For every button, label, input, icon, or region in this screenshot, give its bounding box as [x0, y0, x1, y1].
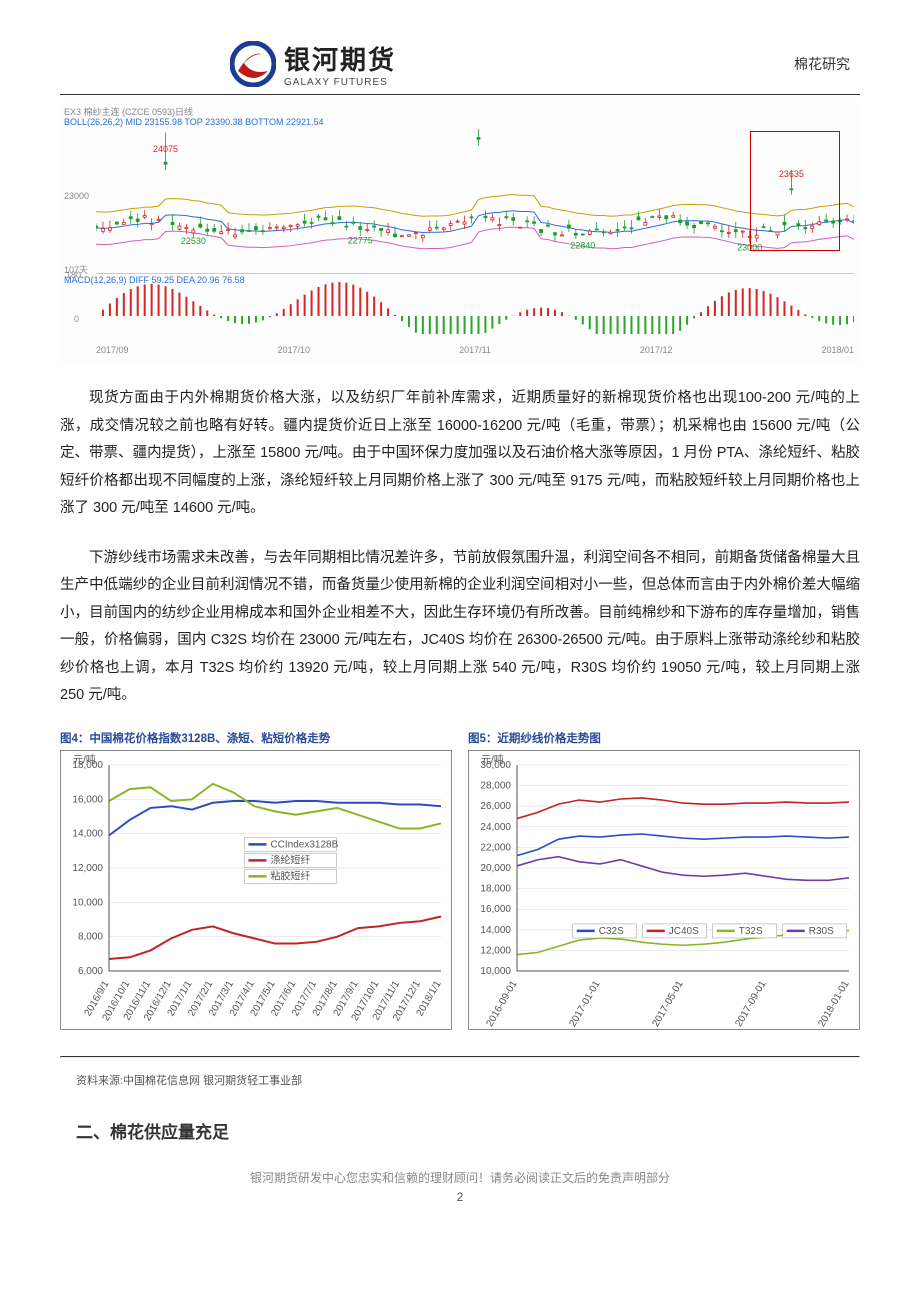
svg-text:2018-01-01: 2018-01-01 — [816, 979, 851, 1029]
svg-text:12,000: 12,000 — [480, 945, 511, 956]
logo-text-cn: 银河期货 — [284, 40, 396, 77]
svg-text:22775: 22775 — [348, 236, 373, 246]
highlight-box — [750, 131, 840, 251]
logo-block: 银河期货 GALAXY FUTURES — [230, 40, 396, 88]
figure-4: 图4：中国棉花价格指数3128B、涤短、粘短价格走势 元/吨6,0008,000… — [60, 730, 452, 1030]
paragraph-1: 现货方面由于内外棉期货价格大涨，以及纺织厂年前补库需求，近期质量好的新棉现货价格… — [60, 385, 860, 523]
x-tick: 2018/01 — [821, 345, 854, 355]
source-text: 资料来源:中国棉花信息网 银河期货轻工事业部 — [76, 1072, 860, 1088]
svg-text:16,000: 16,000 — [480, 904, 511, 915]
svg-text:16,000: 16,000 — [72, 794, 103, 805]
svg-text:2017-01-01: 2017-01-01 — [567, 979, 602, 1029]
svg-text:涤纶短纤: 涤纶短纤 — [270, 853, 310, 866]
page-root: 银河期货 GALAXY FUTURES 棉花研究 EX3 棉纱主连 (CZCE … — [0, 0, 920, 1234]
svg-text:JC40S: JC40S — [669, 926, 699, 937]
svg-text:10,000: 10,000 — [480, 966, 511, 977]
macd-y-180: 180 — [66, 270, 81, 280]
macd-y-0: 0 — [74, 314, 79, 324]
svg-text:CCIndex3128B: CCIndex3128B — [270, 839, 338, 850]
paragraph-2: 下游纱线市场需求未改善，与去年同期相比情况差许多，节前放假氛围升温，利润空间各不… — [60, 545, 860, 710]
svg-text:14,000: 14,000 — [72, 829, 103, 840]
boll-params: BOLL(26,26,2) MID 23155.98 TOP 23390.38 … — [64, 117, 324, 127]
svg-text:6,000: 6,000 — [78, 966, 103, 977]
svg-text:22530: 22530 — [181, 236, 206, 246]
x-tick: 2017/10 — [278, 345, 311, 355]
y-axis-label: 23000 — [64, 191, 89, 201]
fig5-title: 图5：近期纱线价格走势图 — [468, 730, 860, 746]
svg-text:2017-09-01: 2017-09-01 — [733, 979, 768, 1029]
top-chart-xaxis: 2017/09 2017/10 2017/11 2017/12 2018/01 — [96, 345, 854, 355]
svg-text:26,000: 26,000 — [480, 801, 511, 812]
figure-5: 图5：近期纱线价格走势图 元/吨10,00012,00014,00016,000… — [468, 730, 860, 1030]
svg-text:T32S: T32S — [739, 926, 763, 937]
price-panel: 23000 2407524660236352253022775228402300… — [96, 129, 854, 259]
section-heading-2: 二、棉花供应量充足 — [76, 1118, 860, 1143]
svg-text:2017-05-01: 2017-05-01 — [650, 979, 685, 1029]
figure-row: 图4：中国棉花价格指数3128B、涤短、粘短价格走势 元/吨6,0008,000… — [60, 730, 860, 1030]
svg-text:2016-09-01: 2016-09-01 — [484, 979, 519, 1029]
doc-title: 棉花研究 — [794, 54, 850, 74]
svg-text:C32S: C32S — [599, 926, 624, 937]
page-number: 2 — [60, 1190, 860, 1204]
x-tick: 2017/12 — [640, 345, 673, 355]
svg-text:粘胶短纤: 粘胶短纤 — [270, 869, 310, 882]
svg-text:24075: 24075 — [153, 144, 178, 154]
svg-text:22840: 22840 — [570, 241, 595, 251]
svg-text:20,000: 20,000 — [480, 863, 511, 874]
svg-text:R30S: R30S — [809, 926, 834, 937]
candlestick-chart: EX3 棉纱主连 (CZCE 0593)日线 BOLL(26,26,2) MID… — [60, 103, 860, 363]
x-tick: 2017/09 — [96, 345, 129, 355]
page-header: 银河期货 GALAXY FUTURES 棉花研究 — [60, 40, 860, 88]
fig4-chart: 元/吨6,0008,00010,00012,00014,00016,00018,… — [61, 751, 451, 1029]
svg-text:18,000: 18,000 — [480, 884, 511, 895]
svg-text:8,000: 8,000 — [78, 932, 103, 943]
svg-text:12,000: 12,000 — [72, 863, 103, 874]
header-rule — [60, 94, 860, 95]
svg-text:24,000: 24,000 — [480, 822, 511, 833]
svg-text:30,000: 30,000 — [480, 760, 511, 771]
fig4-title: 图4：中国棉花价格指数3128B、涤短、粘短价格走势 — [60, 730, 452, 746]
source-rule — [60, 1056, 860, 1058]
svg-text:28,000: 28,000 — [480, 781, 511, 792]
svg-text:22,000: 22,000 — [480, 842, 511, 853]
svg-text:18,000: 18,000 — [72, 760, 103, 771]
x-tick: 2017/11 — [459, 345, 491, 355]
logo-text-en: GALAXY FUTURES — [284, 77, 396, 88]
macd-panel: 180 0 — [96, 273, 854, 333]
svg-text:14,000: 14,000 — [480, 925, 511, 936]
fig5-chart: 元/吨10,00012,00014,00016,00018,00020,0002… — [469, 751, 859, 1029]
logo-icon — [230, 41, 276, 87]
svg-text:10,000: 10,000 — [72, 897, 103, 908]
footer-disclaimer: 银河期货研发中心您忠实和信赖的理财顾问！请务必阅读正文后的免责声明部分 — [60, 1169, 860, 1186]
